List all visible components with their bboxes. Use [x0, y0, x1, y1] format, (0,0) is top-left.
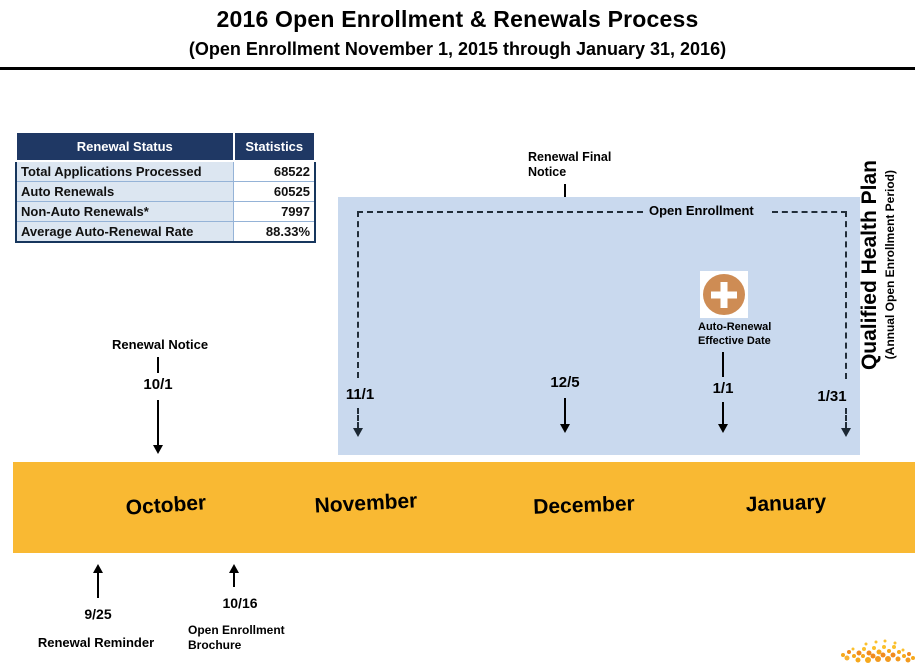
arrow-line-10-16 [233, 573, 235, 587]
renewal-notice-tick-line [157, 357, 159, 373]
date-open-enrollment-start: 11/1 [345, 386, 375, 403]
arrow-line-10-1 [157, 400, 159, 445]
side-subtitle: (Annual Open Enrollment Period) [883, 170, 897, 360]
page-subtitle: (Open Enrollment November 1, 2015 throug… [188, 39, 727, 59]
arrow-head-1-1 [718, 424, 728, 433]
renewal-notice-label: Renewal Notice [112, 337, 209, 352]
oe-brochure-label: Open Enrollment Brochure [188, 623, 285, 652]
date-open-enrollment-end: 1/31 [817, 388, 847, 405]
dashed-line-top-right [772, 211, 847, 213]
row-value: 68522 [233, 160, 316, 182]
dashed-line-left [357, 211, 359, 378]
auto-renewal-plus-icon [700, 271, 748, 318]
date-auto-renewal-effective: 1/1 [712, 380, 734, 397]
date-renewal-reminder: 9/25 [84, 606, 112, 622]
arrow-head-1-31 [841, 428, 851, 437]
auto-renewal-effective-label: Auto-Renewal Effective Date [698, 321, 772, 347]
row-label: Auto Renewals [15, 181, 234, 202]
sunburst-logo-icon [841, 639, 915, 663]
column-header-statistics: Statistics [232, 131, 316, 162]
table-header-row: Renewal Status Statistics [15, 131, 316, 162]
table-row: Auto Renewals 60525 [15, 181, 316, 202]
arrow-line-1-1 [722, 402, 724, 424]
column-header-renewal-status: Renewal Status [15, 131, 235, 162]
row-label: Average Auto-Renewal Rate [15, 221, 234, 243]
date-oe-brochure: 10/16 [222, 595, 258, 611]
table-row: Average Auto-Renewal Rate 88.33% [15, 221, 316, 243]
header-divider [0, 67, 915, 70]
arrow-head-10-16 [229, 564, 239, 573]
arrow-line-9-25 [97, 573, 99, 598]
open-enrollment-period-box [338, 197, 860, 455]
dashed-line-top-left [357, 211, 643, 213]
arrow-line-11-1 [357, 408, 359, 428]
month-band: October November December January [13, 462, 915, 553]
arrow-line-12-5 [564, 398, 566, 424]
arrow-line-1-31 [845, 408, 847, 428]
plus-icon [703, 274, 745, 315]
month-october: October [125, 491, 207, 520]
dashed-line-right [845, 211, 847, 379]
row-value: 60525 [233, 181, 316, 202]
date-renewal-notice: 10/1 [143, 376, 173, 393]
month-january: January [745, 490, 827, 517]
row-label: Total Applications Processed [15, 160, 234, 182]
renewal-stats-table: Renewal Status Statistics Total Applicat… [15, 131, 316, 243]
date-renewal-final-notice: 12/5 [550, 374, 580, 391]
month-november: November [314, 489, 418, 518]
renewal-reminder-label: Renewal Reminder [37, 635, 155, 650]
row-label: Non-Auto Renewals* [15, 201, 234, 222]
arrow-head-10-1 [153, 445, 163, 454]
row-value: 88.33% [233, 221, 316, 243]
renewal-final-notice-label: Renewal Final Notice [528, 150, 612, 179]
table-row: Total Applications Processed 68522 [15, 160, 316, 182]
arrow-head-11-1 [353, 428, 363, 437]
arrow-head-9-25 [93, 564, 103, 573]
side-title: Qualified Health Plan [858, 159, 881, 371]
page-title: 2016 Open Enrollment & Renewals Process [216, 6, 699, 32]
open-enrollment-label: Open Enrollment [649, 203, 754, 218]
qualified-health-plan-sidebar: Qualified Health Plan (Annual Open Enrol… [858, 132, 897, 398]
arrow-head-12-5 [560, 424, 570, 433]
auto-renewal-tick-line [722, 352, 724, 377]
table-row: Non-Auto Renewals* 7997 [15, 201, 316, 222]
month-december: December [532, 492, 636, 519]
row-value: 7997 [233, 201, 316, 222]
